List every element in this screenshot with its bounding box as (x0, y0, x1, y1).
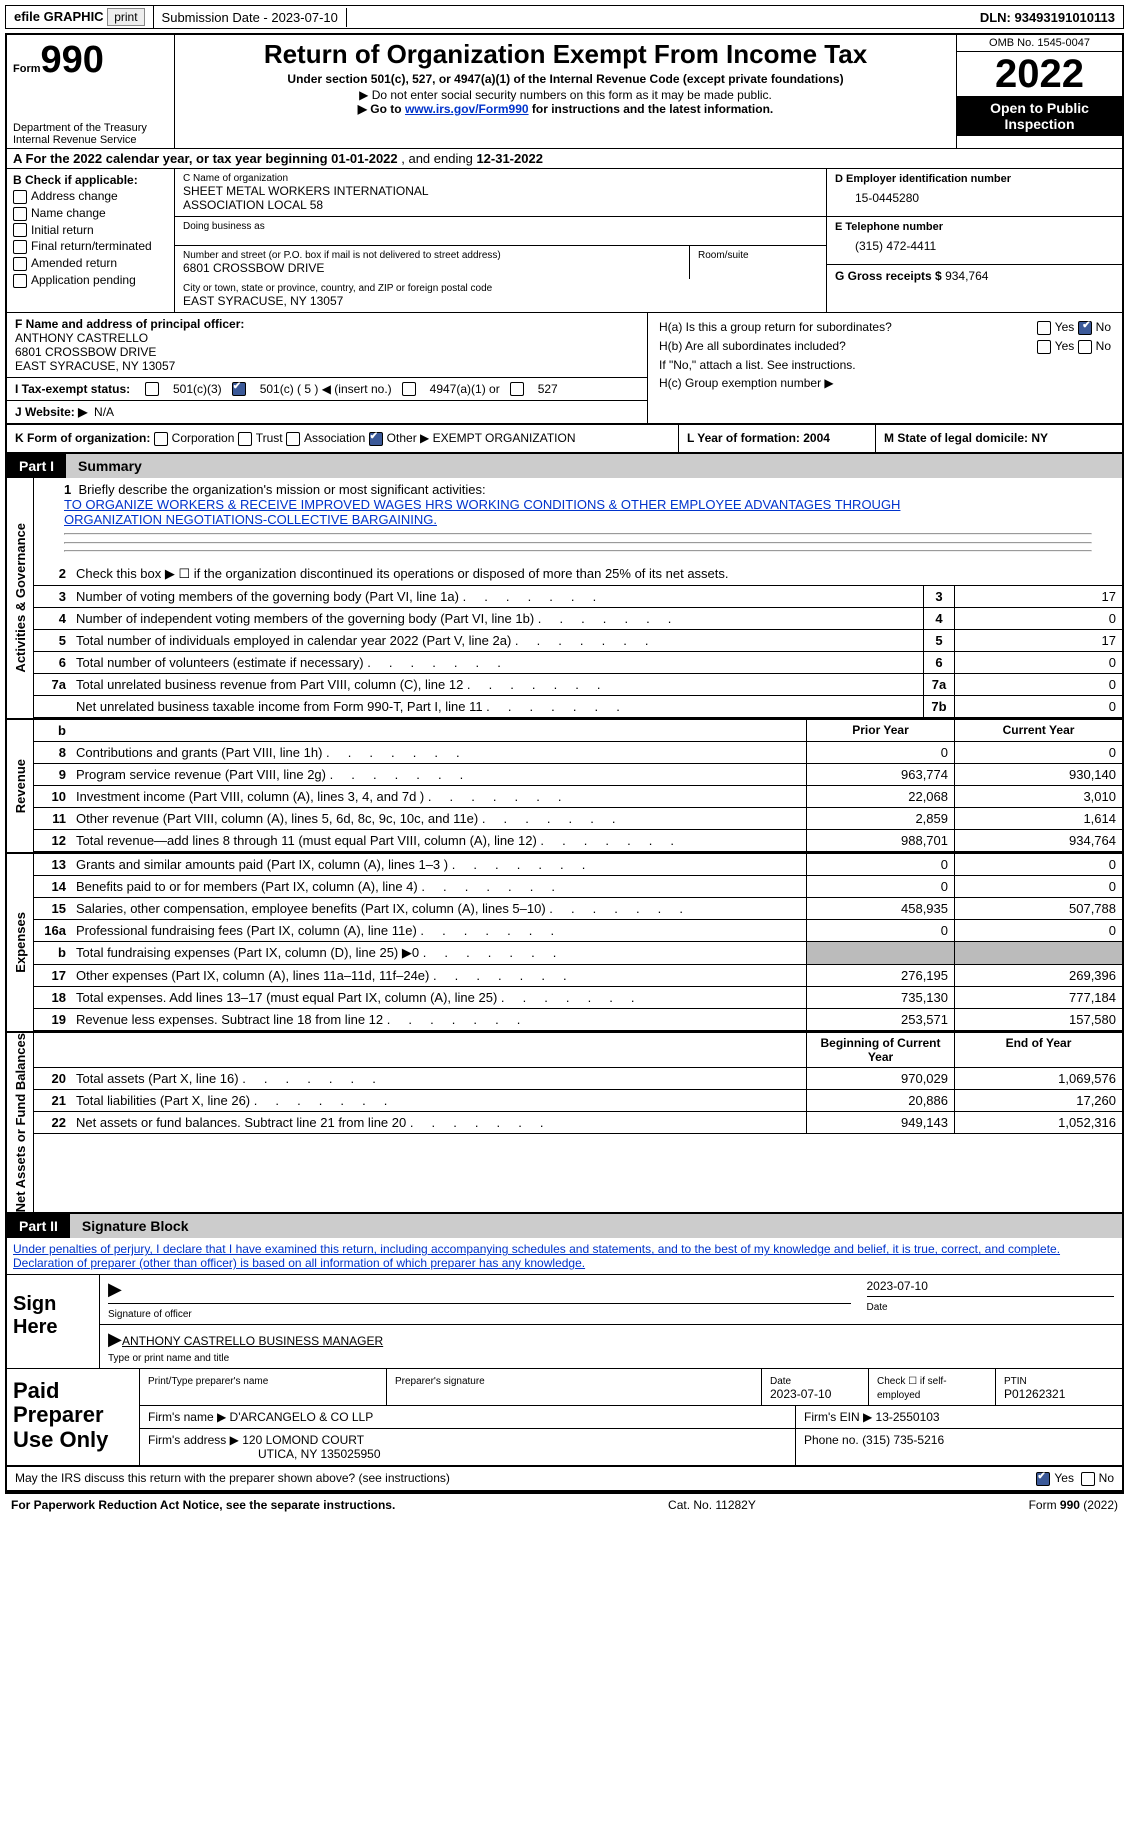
col-h: H(a) Is this a group return for subordin… (648, 313, 1122, 423)
efile-label: efile GRAPHIC (14, 9, 104, 24)
irs-link[interactable]: www.irs.gov/Form990 (405, 102, 529, 116)
footer: For Paperwork Reduction Act Notice, see … (5, 1494, 1124, 1516)
col-c: C Name of organization SHEET METAL WORKE… (175, 169, 827, 312)
vtab-na: Net Assets or Fund Balances (13, 1033, 28, 1212)
form-box: Form990 Department of the Treasury Inter… (7, 35, 175, 148)
col-b: B Check if applicable: Address change Na… (7, 169, 175, 312)
top-bar: efile GRAPHIC print Submission Date - 20… (5, 5, 1124, 29)
print-button[interactable]: print (107, 8, 144, 26)
vtab-exp: Expenses (13, 912, 28, 973)
discuss-question: May the IRS discuss this return with the… (15, 1471, 1036, 1486)
title-box: Return of Organization Exempt From Incom… (175, 35, 956, 148)
form-title: Return of Organization Exempt From Incom… (183, 39, 948, 70)
part2-header: Part II Signature Block (7, 1214, 1122, 1238)
col-deg: D Employer identification number15-04452… (827, 169, 1122, 312)
sign-here-label: Sign Here (7, 1275, 100, 1368)
vtab-ag: Activities & Governance (13, 523, 28, 673)
declaration: Under penalties of perjury, I declare th… (7, 1238, 1122, 1275)
submission-date: Submission Date - 2023-07-10 (154, 8, 347, 27)
row-a: A For the 2022 calendar year, or tax yea… (7, 149, 1122, 169)
part1-header: Part I Summary (7, 454, 1122, 478)
paid-preparer-label: Paid Preparer Use Only (7, 1369, 140, 1465)
dln: DLN: 93493191010113 (980, 10, 1115, 25)
col-f: F Name and address of principal officer:… (7, 313, 648, 423)
row-k: K Form of organization: Corporation Trus… (7, 425, 1122, 454)
vtab-rev: Revenue (13, 759, 28, 813)
year-box: OMB No. 1545-0047 2022 Open to Public In… (956, 35, 1122, 148)
